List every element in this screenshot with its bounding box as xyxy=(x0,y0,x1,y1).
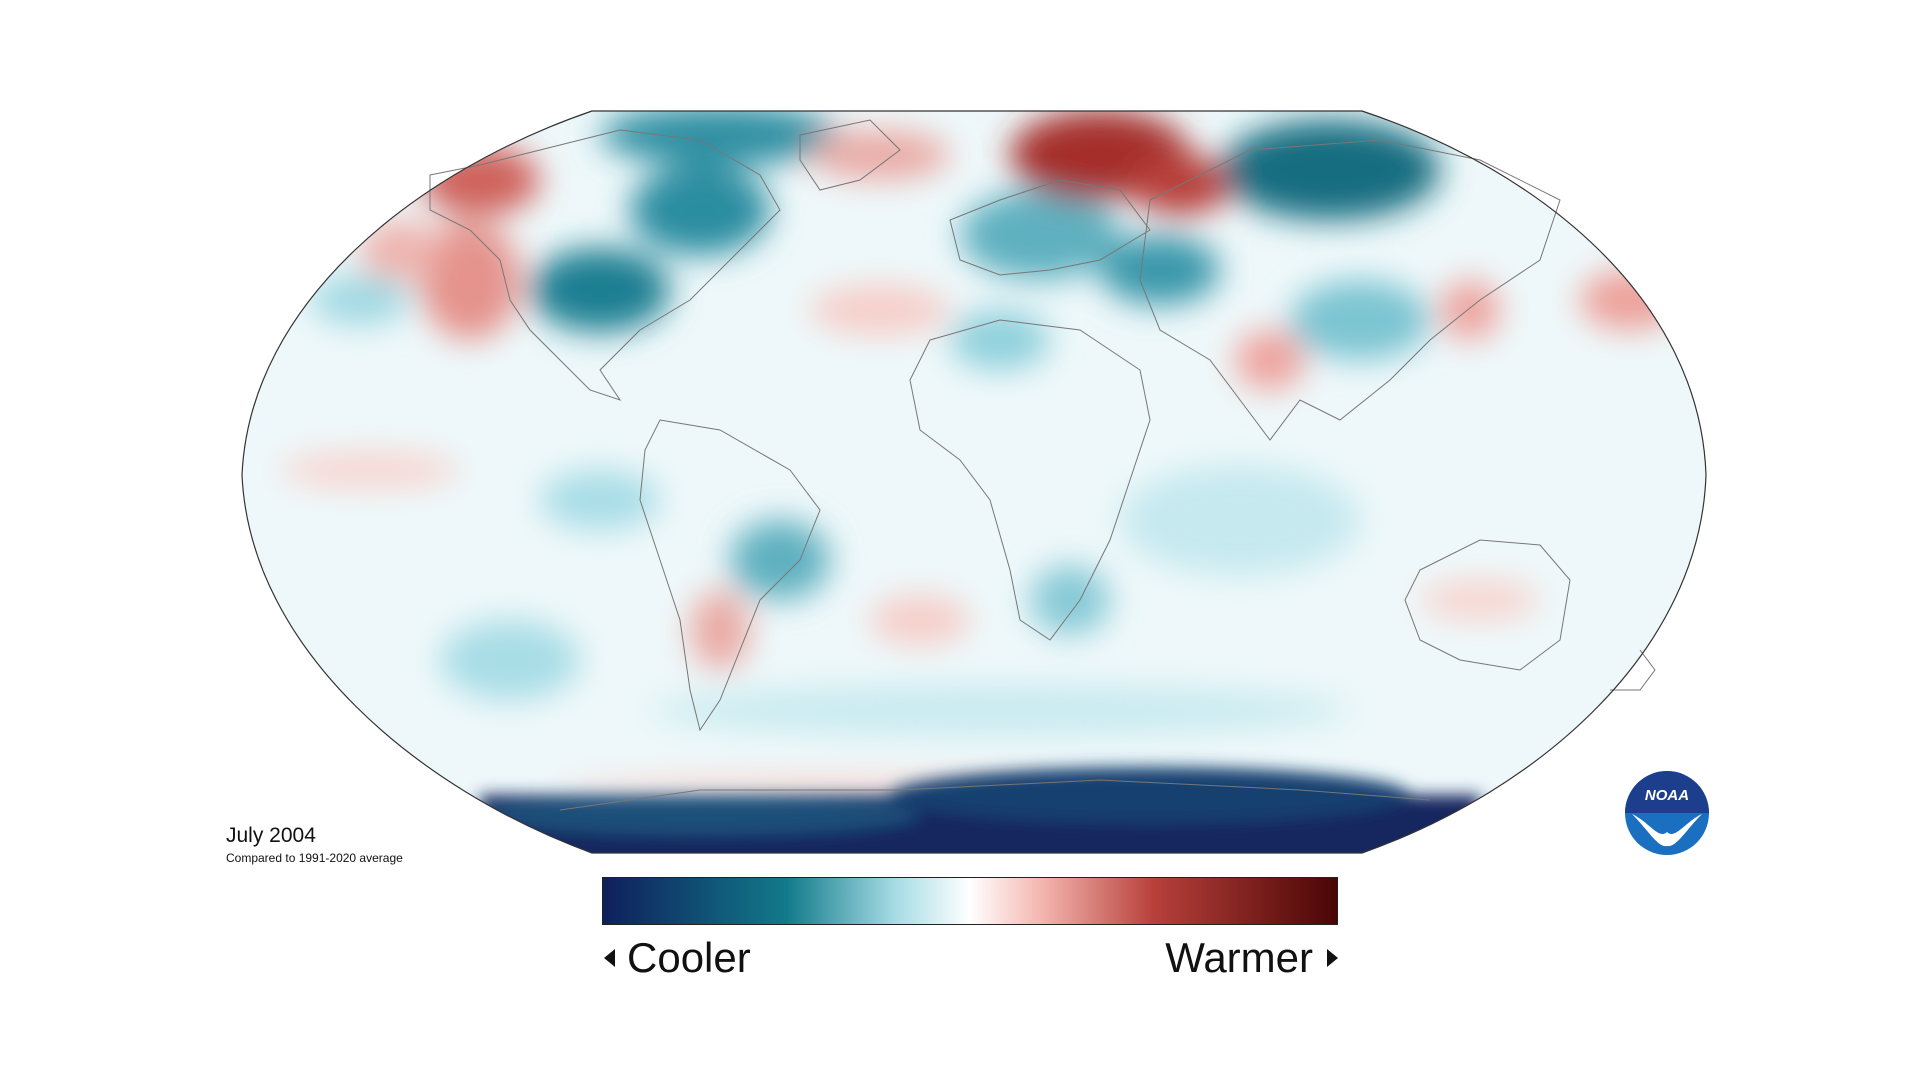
anomaly-cool-brazil xyxy=(730,520,830,600)
anomaly-warm-australia xyxy=(1420,580,1540,620)
anomaly-warm-south-atlantic xyxy=(870,595,970,645)
cooler-legend: Cooler xyxy=(604,930,751,986)
greenland-outline xyxy=(799,119,901,191)
europe-outline xyxy=(949,179,1151,276)
anomaly-cool-north-america xyxy=(530,248,670,332)
noaa-logo-text: NOAA xyxy=(1645,787,1689,804)
globe-outline xyxy=(241,110,1707,854)
anomaly-warm-north-pacific xyxy=(360,220,440,280)
north-america-outline xyxy=(429,129,781,401)
anomaly-cool-russia xyxy=(1100,235,1220,305)
anomaly-warm-east-pacific xyxy=(280,452,460,488)
continent-outlines xyxy=(429,119,1656,811)
date-label: July 2004 xyxy=(226,824,316,847)
anomaly-cool-siberia xyxy=(1220,120,1440,220)
anomaly-warm-west-pacific xyxy=(1580,270,1680,330)
anomaly-cool-north-africa xyxy=(950,310,1050,370)
anomaly-warm-greenland xyxy=(810,130,950,180)
australia-outline xyxy=(1404,539,1571,671)
africa-outline xyxy=(909,319,1151,641)
anomaly-cool-europe xyxy=(960,190,1120,280)
asia-outline xyxy=(1139,139,1561,441)
right-arrow-icon xyxy=(1327,949,1338,967)
anomaly-warm-east-asia xyxy=(1440,280,1500,340)
comparison-label: Compared to 1991-2020 average xyxy=(226,851,403,865)
anomaly-cool-north-pacific-west xyxy=(310,275,410,325)
anomaly-warm-pacific-nw xyxy=(420,220,520,340)
anomaly-warm-india xyxy=(1235,330,1305,390)
anomaly-cool-pacific xyxy=(540,470,660,530)
anomaly-cool-canada xyxy=(630,165,770,255)
antarctica-outline xyxy=(559,779,1431,811)
new-zealand-outline xyxy=(1610,649,1656,691)
anomaly-cool-arctic-canada xyxy=(600,111,840,165)
noaa-logo-icon: NOAA xyxy=(1625,771,1709,855)
anomaly-cool-indian-ocean xyxy=(1120,465,1360,575)
colorbar xyxy=(602,877,1338,925)
anomaly-cool-asia xyxy=(1290,280,1430,360)
anomaly-warm-alaska xyxy=(420,145,540,215)
anomaly-warm-argentina xyxy=(690,590,750,670)
anomaly-cool-south-pacific xyxy=(440,620,580,700)
left-arrow-icon xyxy=(604,949,615,967)
cooler-label: Cooler xyxy=(627,934,751,981)
anomaly-warm-atlantic xyxy=(810,285,950,335)
anomaly-cool-southern-ocean xyxy=(650,685,1350,735)
south-america-outline xyxy=(639,419,821,732)
warmer-label: Warmer xyxy=(1165,934,1313,981)
anomaly-cool-south-africa xyxy=(1030,565,1110,635)
anomaly-field xyxy=(242,111,1706,853)
warmer-legend: Warmer xyxy=(1165,930,1338,986)
